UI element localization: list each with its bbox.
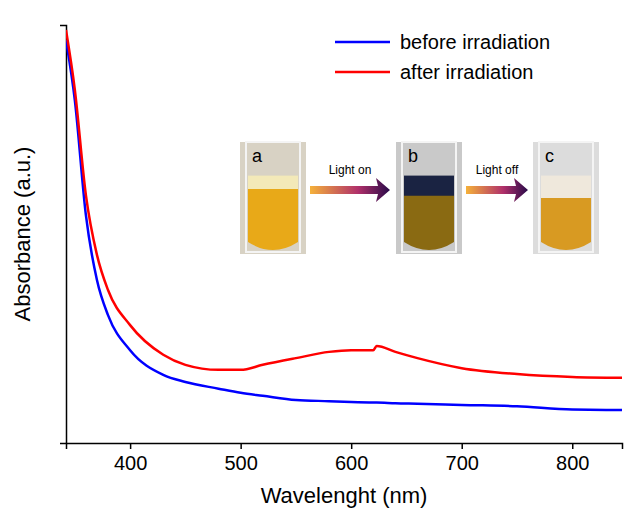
panel-letter: b (408, 146, 418, 166)
arrow (310, 178, 390, 202)
series-line (66, 30, 622, 378)
legend-label: after irradiation (400, 61, 533, 83)
x-tick: 700 (446, 443, 479, 474)
tube-liquid-top (248, 176, 298, 191)
legend-swatch (335, 41, 390, 44)
tube-glass (246, 142, 300, 252)
tube-glass (402, 142, 456, 252)
y-axis-line (60, 26, 67, 444)
x-tick-mark (240, 443, 242, 449)
x-tick-label: 600 (335, 452, 368, 474)
x-axis: 400 500 600 700 800 (67, 443, 623, 474)
x-tick: 600 (335, 443, 368, 474)
plot-area (66, 30, 622, 410)
x-tick: 500 (224, 443, 257, 474)
tube-liquid-bottom (404, 196, 454, 250)
chart: 400 500 600 700 800 Wavelenght (nm) Absorbance… (0, 0, 625, 513)
tube-liquid-bottom (541, 198, 591, 250)
x-axis-title: Wavelenght (nm) (261, 483, 428, 508)
x-axis-line (67, 444, 623, 450)
legend-label: before irradiation (400, 31, 550, 53)
tube-photo (396, 142, 462, 254)
y-axis (60, 26, 67, 444)
x-tick-label: 800 (556, 452, 589, 474)
x-tick-mark (572, 443, 574, 449)
x-tick-label: 700 (446, 452, 479, 474)
panel-letter: a (252, 146, 263, 166)
x-tick-label: 500 (224, 452, 257, 474)
tube-photo (240, 142, 306, 254)
arrow-label: Light on (329, 163, 372, 177)
x-tick-label: 400 (114, 452, 147, 474)
legend: before irradiation after irradiation (335, 31, 550, 83)
x-tick: 800 (556, 443, 589, 474)
tube-liquid-top (541, 176, 591, 200)
arrow (466, 178, 528, 202)
x-tick-mark (351, 443, 353, 449)
x-tick: 400 (114, 443, 147, 474)
tube-photo (533, 142, 599, 254)
inset: a b c Light on Light off (240, 142, 599, 254)
panel-letter: c (545, 146, 554, 166)
x-tick-mark (130, 443, 132, 449)
y-axis-title: Absorbance (a.u.) (10, 147, 35, 322)
series-line (66, 40, 622, 410)
legend-swatch (335, 71, 390, 74)
x-tick-mark (461, 443, 463, 449)
tube-glass (539, 142, 593, 252)
tube-liquid-bottom (248, 189, 298, 250)
arrow-label: Light off (476, 163, 519, 177)
tube-liquid-top (404, 176, 454, 198)
